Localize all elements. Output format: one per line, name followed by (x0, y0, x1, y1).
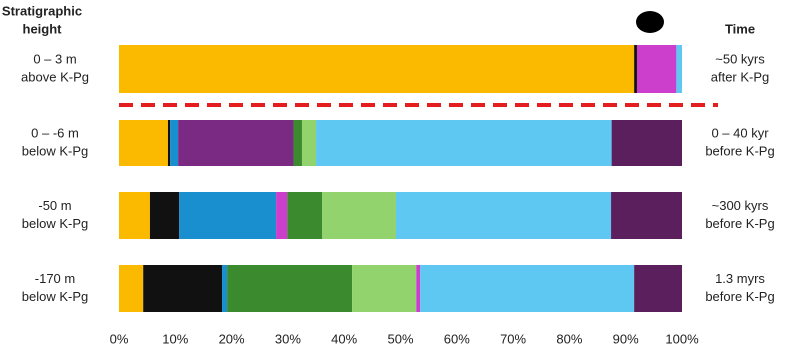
bar-segment (395, 192, 612, 239)
bar-segment (178, 120, 294, 166)
row-time-label: 1.3 myrs (715, 271, 765, 286)
row-label: -50 m (38, 198, 71, 213)
x-tick-label: 100% (665, 331, 699, 346)
x-tick-label: 20% (219, 331, 245, 346)
bar-segment (276, 192, 288, 239)
row-label: below K-Pg (22, 216, 88, 231)
x-tick-label: 0% (110, 331, 129, 346)
bar-segment (167, 120, 171, 166)
row-label: -170 m (35, 271, 75, 286)
bar-segment (293, 120, 302, 166)
bar-segment (634, 265, 682, 312)
bar-segment (636, 45, 677, 93)
row-time-label: after K-Pg (711, 69, 770, 84)
x-tick-label: 50% (387, 331, 413, 346)
bar-segment (316, 120, 612, 166)
row-time-label: before K-Pg (705, 143, 774, 158)
bar-segment (322, 192, 396, 239)
row-time-label: ~50 kyrs (715, 51, 765, 66)
y-header: height (23, 21, 63, 36)
bar-segment (420, 265, 635, 312)
bar-segment (179, 192, 277, 239)
bar-segment (119, 120, 168, 166)
row-label: below K-Pg (22, 289, 88, 304)
bar-segment (416, 265, 421, 312)
bar-segment (119, 45, 635, 93)
x-tick-label: 80% (556, 331, 582, 346)
bar-segment (611, 120, 682, 166)
bar-segment (634, 45, 637, 93)
x-tick-label: 10% (162, 331, 188, 346)
bar-segment (287, 192, 323, 239)
row-time-label: before K-Pg (705, 289, 774, 304)
bar-segment (149, 192, 180, 239)
row-time-label: ~300 kyrs (712, 198, 769, 213)
row-label: below K-Pg (22, 143, 88, 158)
bar-segment (676, 45, 682, 93)
bar-segment (227, 265, 353, 312)
bar-segment (170, 120, 179, 166)
bar-segment (143, 265, 223, 312)
row-label: above K-Pg (21, 69, 89, 84)
row-time-label: 0 – 40 kyr (711, 125, 769, 140)
x-tick-label: 60% (444, 331, 470, 346)
x-tick-label: 70% (500, 331, 526, 346)
bar-segment (352, 265, 417, 312)
bar-segment (301, 120, 317, 166)
bar-segment (119, 192, 150, 239)
row-label: 0 – 3 m (33, 51, 76, 66)
x-tick-label: 30% (275, 331, 301, 346)
x-tick-label: 40% (331, 331, 357, 346)
row-label: 0 – -6 m (31, 125, 79, 140)
row-time-label: before K-Pg (705, 216, 774, 231)
right-header: Time (725, 21, 755, 36)
x-tick-label: 90% (613, 331, 639, 346)
y-header: Stratigraphic (2, 3, 82, 18)
bar-segment (222, 265, 228, 312)
bar-segment (611, 192, 682, 239)
bar-segment (119, 265, 144, 312)
